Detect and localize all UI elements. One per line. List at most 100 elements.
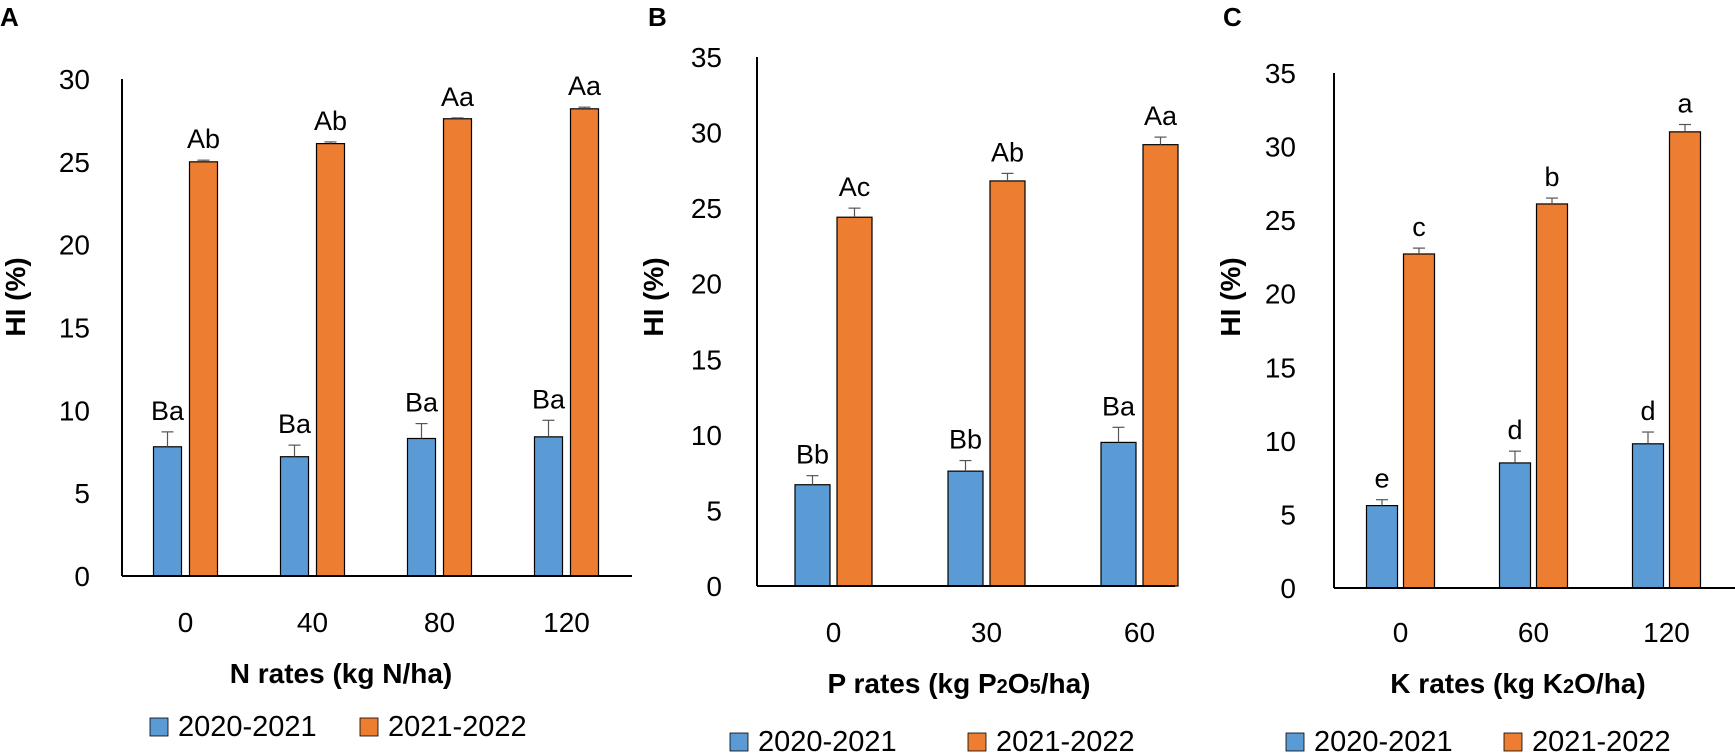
bar-2020-2021-80 [406,437,437,577]
y-tick-label: 30 [691,118,722,149]
y-tick-label: 15 [1265,352,1296,383]
data-label: Ab [187,124,220,154]
y-ticks: 0 5 10 15 20 25 30 35 [691,42,722,602]
legend-label: 2020-2021 [758,726,897,755]
y-tick-label: 35 [1265,58,1296,89]
legend-swatch-2021-2022 [967,732,987,752]
y-tick-label: 15 [59,313,90,344]
legend-label: 2020-2021 [178,711,317,743]
bar-2020-2021-60 [1100,441,1137,587]
bar-2020-2021-0 [152,446,183,577]
y-axis-title: HI (%) [638,257,669,336]
data-label: Ba [1102,391,1136,421]
bar-2021-2022-60 [1142,144,1179,587]
x-tick-label: 40 [297,607,328,638]
y-tick-label: 10 [691,420,722,451]
data-label: Bb [796,440,829,470]
x-axis-title: N rates (kg N/ha) [230,658,453,689]
panel-b: B 0 5 10 15 20 25 30 35 Bb Ac 0 Bb Ab 30 Ba Aa 60 HI (%… [638,2,1179,755]
x-tick-label: 60 [1518,617,1549,648]
legend-swatch-2021-2022 [359,717,379,737]
x-tick-label: 30 [971,617,1002,648]
panel-c: C 0 5 10 15 20 25 30 35 e c 0 d b 60 d a 120 HI (%) K r… [1215,2,1735,755]
legend: 2020-2021 2021-2022 [149,711,527,743]
data-label: Ab [314,106,347,136]
data-label: Ac [839,172,871,202]
y-tick-label: 5 [1280,499,1296,530]
data-label: Aa [441,82,475,112]
data-label: Bb [949,425,982,455]
legend-swatch-2020-2021 [729,732,749,752]
y-tick-label: 20 [691,269,722,300]
legend-swatch-2020-2021 [149,717,169,737]
legend-label: 2020-2021 [1314,726,1453,755]
bar-2021-2022-120 [1668,131,1702,589]
data-label: Ba [532,384,566,414]
data-label: Ab [991,137,1024,167]
plot-area: e c 0 d b 60 d a 120 [1333,73,1735,648]
y-tick-label: 20 [1265,279,1296,310]
bar-2020-2021-60 [1498,462,1532,589]
bar-2020-2021-40 [279,456,310,577]
y-tick-label: 30 [1265,132,1296,163]
panel-letter: B [648,2,667,32]
bar-2021-2022-0 [1402,253,1436,589]
legend: 2020-2021 2021-2022 [729,726,1135,755]
data-label: b [1544,162,1559,192]
y-tick-label: 10 [59,395,90,426]
legend-swatch-2021-2022 [1503,732,1523,752]
data-label: Ba [405,388,439,418]
data-label: d [1507,415,1522,445]
y-ticks: 0 5 10 15 20 25 30 [59,64,90,592]
legend-label: 2021-2022 [996,726,1135,755]
data-label: c [1412,212,1426,242]
bar-2020-2021-30 [947,470,984,587]
legend-label: 2021-2022 [388,711,527,743]
x-tick-label: 120 [1643,617,1690,648]
y-tick-label: 0 [1280,573,1296,604]
y-tick-label: 35 [691,42,722,73]
y-tick-label: 0 [74,561,90,592]
bar-2021-2022-0 [836,216,873,587]
y-tick-label: 15 [691,344,722,375]
bar-2021-2022-80 [442,118,473,577]
x-tick-label: 60 [1124,617,1155,648]
bar-2021-2022-120 [569,108,600,577]
data-label: Ba [151,396,185,426]
bar-2021-2022-0 [188,161,219,577]
bar-2020-2021-120 [1631,443,1665,589]
panel-letter: A [0,2,19,32]
x-tick-label: 0 [1393,617,1409,648]
bar-2021-2022-60 [1535,203,1569,589]
y-tick-label: 0 [706,571,722,602]
x-tick-label: 120 [543,607,590,638]
data-label: a [1677,89,1693,119]
legend-swatch-2020-2021 [1285,732,1305,752]
y-ticks: 0 5 10 15 20 25 30 35 [1265,58,1296,604]
y-axis-title: HI (%) [0,257,31,336]
y-tick-label: 25 [59,147,90,178]
x-tick-label: 0 [826,617,842,648]
y-tick-label: 5 [74,478,90,509]
bar-2020-2021-0 [1365,505,1399,589]
x-axis-title: K rates (kg K2O/ha) [1390,668,1645,699]
y-tick-label: 5 [706,495,722,526]
bar-2020-2021-0 [794,484,831,587]
x-axis-title: P rates (kg P2O5/ha) [828,668,1091,699]
legend-label: 2021-2022 [1532,726,1671,755]
plot-area: Bb Ac 0 Bb Ab 30 Ba Aa 60 [756,57,1179,648]
y-tick-label: 25 [691,193,722,224]
bar-2021-2022-40 [315,143,346,577]
y-tick-label: 30 [59,64,90,95]
data-label: Aa [568,71,602,101]
bar-2020-2021-120 [533,436,564,577]
y-tick-label: 20 [59,230,90,261]
y-tick-label: 25 [1265,205,1296,236]
data-label: Aa [1144,101,1178,131]
plot-area: Ba Ab 0 Ba Ab 40 Ba Aa 80 Ba Aa 120 [121,71,632,638]
bar-2021-2022-30 [989,180,1026,587]
panel-letter: C [1223,2,1242,32]
x-tick-label: 0 [178,607,194,638]
